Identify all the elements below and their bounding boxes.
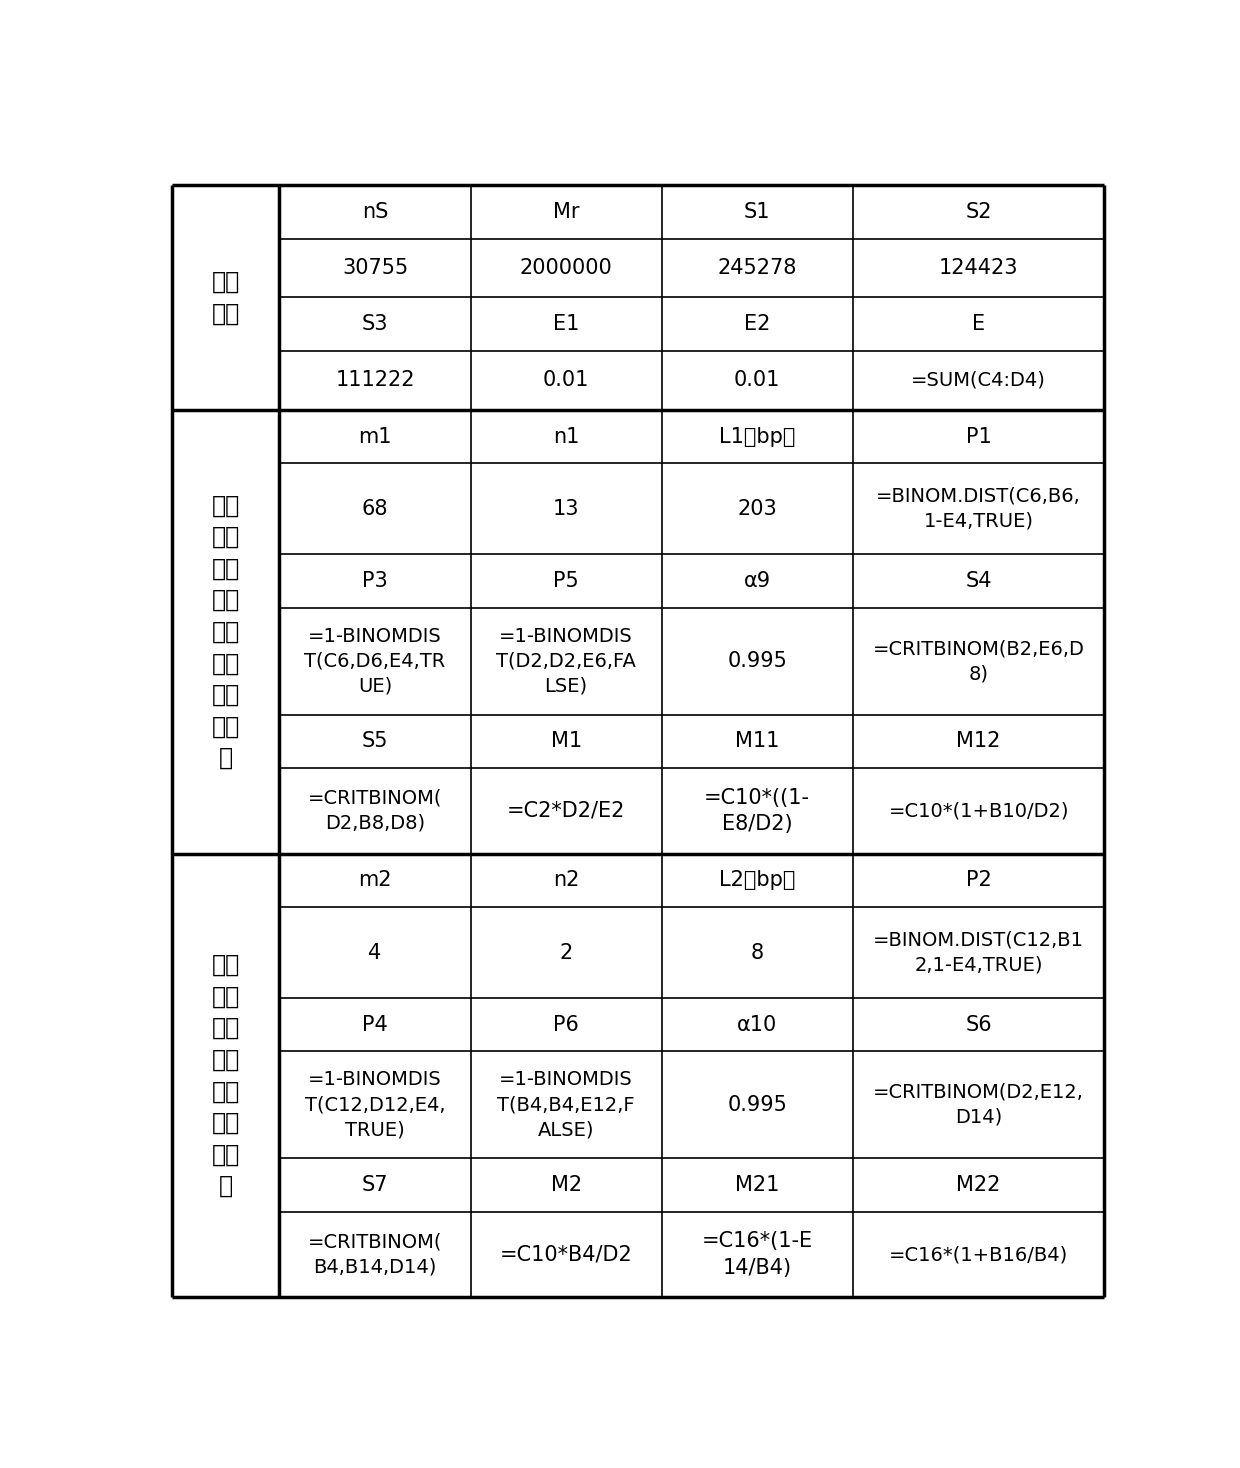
Text: 目标
微生
物定
性与
定量
的参
数估
计: 目标 微生 物定 性与 定量 的参 数估 计 [212,953,241,1198]
Text: P4: P4 [362,1014,388,1035]
Text: L1（bp）: L1（bp） [719,427,795,446]
Text: =C16*(1+B16/B4): =C16*(1+B16/B4) [889,1245,1068,1264]
Text: 245278: 245278 [718,258,797,277]
Text: =C10*B4/D2: =C10*B4/D2 [500,1245,632,1265]
Text: E2: E2 [744,314,770,335]
Text: 30755: 30755 [342,258,408,277]
Text: =BINOM.DIST(C6,B6,
1-E4,TRUE): =BINOM.DIST(C6,B6, 1-E4,TRUE) [877,487,1081,531]
Text: 8: 8 [750,942,764,963]
Text: 0.01: 0.01 [543,370,589,390]
Text: 2000000: 2000000 [520,258,613,277]
Text: =CRITBINOM(
B4,B14,D14): =CRITBINOM( B4,B14,D14) [308,1233,443,1277]
Text: L2（bp）: L2（bp） [719,871,795,891]
Text: M21: M21 [735,1176,780,1195]
Text: 0.01: 0.01 [734,370,780,390]
Text: Mr: Mr [553,203,579,222]
Text: α10: α10 [737,1014,777,1035]
Text: =1-BINOMDIS
T(B4,B4,E12,F
ALSE): =1-BINOMDIS T(B4,B4,E12,F ALSE) [497,1070,635,1139]
Text: =1-BINOMDIS
T(C6,D6,E4,TR
UE): =1-BINOMDIS T(C6,D6,E4,TR UE) [304,627,445,696]
Text: 203: 203 [738,499,777,518]
Text: =1-BINOMDIS
T(C12,D12,E4,
TRUE): =1-BINOMDIS T(C12,D12,E4, TRUE) [305,1070,445,1139]
Text: P5: P5 [553,571,579,592]
Text: m1: m1 [358,427,392,446]
Text: 124423: 124423 [939,258,1018,277]
Text: 13: 13 [553,499,579,518]
Text: n2: n2 [553,871,579,891]
Text: nS: nS [362,203,388,222]
Text: =1-BINOMDIS
T(D2,D2,E6,FA
LSE): =1-BINOMDIS T(D2,D2,E6,FA LSE) [496,627,636,696]
Text: E1: E1 [553,314,579,335]
Text: m2: m2 [358,871,392,891]
Text: =CRITBINOM(B2,E6,D
8): =CRITBINOM(B2,E6,D 8) [873,639,1085,683]
Text: α9: α9 [744,571,771,592]
Text: S7: S7 [362,1176,388,1195]
Text: M1: M1 [551,731,582,752]
Text: P1: P1 [966,427,992,446]
Text: =C10*(1+B10/D2): =C10*(1+B10/D2) [888,802,1069,821]
Text: S3: S3 [362,314,388,335]
Text: P3: P3 [362,571,388,592]
Text: 0.995: 0.995 [728,1095,787,1116]
Text: 0.995: 0.995 [728,652,787,671]
Text: S5: S5 [362,731,388,752]
Text: S4: S4 [966,571,992,592]
Text: P2: P2 [966,871,992,891]
Text: E: E [972,314,986,335]
Text: 68: 68 [362,499,388,518]
Text: 目标
微生
物类
群定
性与
定量
的参
数估
计: 目标 微生 物类 群定 性与 定量 的参 数估 计 [212,493,241,771]
Text: =C16*(1-E
14/B4): =C16*(1-E 14/B4) [702,1232,812,1279]
Text: =CRITBINOM(D2,E12,
D14): =CRITBINOM(D2,E12, D14) [873,1083,1084,1127]
Text: P6: P6 [553,1014,579,1035]
Text: 111222: 111222 [335,370,415,390]
Text: S1: S1 [744,203,770,222]
Text: S2: S2 [966,203,992,222]
Text: 2: 2 [559,942,573,963]
Text: =SUM(C4:D4): =SUM(C4:D4) [911,371,1047,390]
Text: M22: M22 [956,1176,1001,1195]
Text: M11: M11 [735,731,780,752]
Text: 4: 4 [368,942,382,963]
Text: =BINOM.DIST(C12,B1
2,1-E4,TRUE): =BINOM.DIST(C12,B1 2,1-E4,TRUE) [873,931,1084,975]
Text: n1: n1 [553,427,579,446]
Text: 基本
参数: 基本 参数 [212,270,241,326]
Text: =C2*D2/E2: =C2*D2/E2 [507,802,625,821]
Text: M12: M12 [956,731,1001,752]
Text: S6: S6 [965,1014,992,1035]
Text: =C10*((1-
E8/D2): =C10*((1- E8/D2) [704,788,810,834]
Text: M2: M2 [551,1176,582,1195]
Text: =CRITBINOM(
D2,B8,D8): =CRITBINOM( D2,B8,D8) [308,788,443,832]
